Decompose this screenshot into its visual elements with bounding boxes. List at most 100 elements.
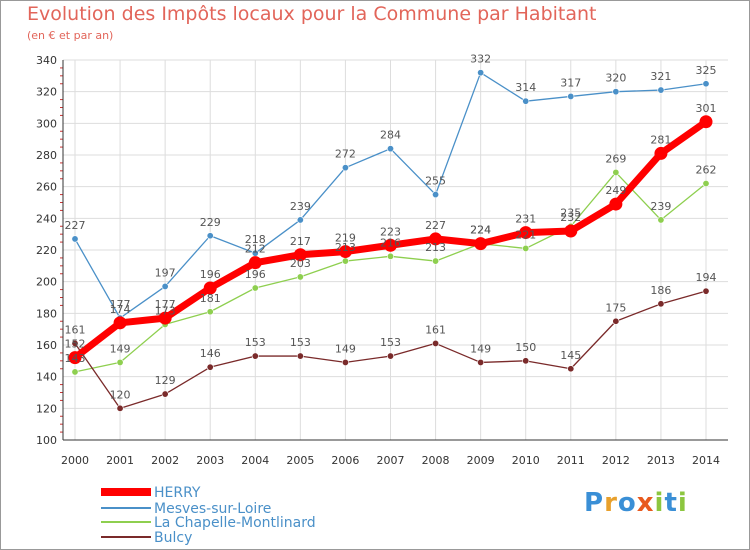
chart-subtitle: (en € et par an) (27, 29, 114, 42)
y-axis-ticks: 100 120 140 160 180 200 220 240 260 280 300 320 340 (36, 54, 57, 447)
data-label: 194 (696, 271, 717, 284)
data-label: 239 (650, 200, 671, 213)
data-label: 149 (470, 342, 491, 355)
data-point (386, 252, 394, 260)
data-label: 227 (65, 219, 86, 232)
data-label: 219 (335, 232, 356, 245)
logo-letter: P (584, 488, 605, 518)
data-point (702, 287, 710, 295)
data-label: 196 (245, 268, 266, 281)
data-point (567, 365, 575, 373)
data-point (386, 145, 394, 153)
data-label: 213 (425, 241, 446, 254)
x-tick-label: 2008 (422, 454, 450, 467)
data-label: 235 (560, 206, 581, 219)
data-point (386, 352, 394, 360)
y-tick-label: 300 (36, 117, 57, 130)
data-label: 255 (425, 175, 446, 188)
data-label: 161 (65, 323, 86, 336)
data-label: 284 (380, 129, 401, 142)
data-point (612, 168, 620, 176)
data-point (206, 363, 214, 371)
data-point (522, 97, 530, 105)
data-label: 232 (560, 211, 581, 224)
data-point (384, 238, 397, 252)
data-label: 174 (110, 303, 131, 316)
logo-letter: i (677, 488, 688, 518)
data-point (206, 232, 214, 240)
data-point (432, 191, 440, 199)
data-label: 217 (290, 235, 311, 248)
x-tick-label: 2004 (241, 454, 269, 467)
data-label: 146 (200, 347, 221, 360)
y-tick-label: 100 (36, 434, 57, 447)
legend-label-2: La Chapelle-Montlinard (154, 515, 316, 531)
data-label: 321 (650, 70, 671, 83)
data-point (71, 235, 79, 243)
data-point (519, 226, 533, 240)
data-point (474, 237, 488, 251)
data-label: 173 (155, 304, 176, 317)
data-label: 320 (605, 72, 626, 85)
data-label: 314 (515, 81, 536, 94)
data-label: 197 (155, 266, 176, 279)
data-point (338, 245, 352, 259)
data-label: 218 (245, 233, 266, 246)
data-point (341, 257, 349, 265)
data-point (477, 358, 485, 366)
series-lines (68, 69, 713, 412)
data-point (206, 308, 214, 316)
data-point (248, 256, 262, 270)
x-tick-label: 2012 (602, 454, 630, 467)
logo-letter: o (617, 488, 637, 518)
data-label: 229 (200, 216, 221, 229)
data-point (657, 300, 665, 308)
data-point (71, 339, 79, 347)
data-point (113, 316, 127, 330)
y-tick-label: 180 (36, 307, 57, 320)
x-tick-label: 2003 (196, 454, 224, 467)
data-label: 249 (605, 184, 626, 197)
y-tick-label: 340 (36, 54, 57, 67)
data-label: 129 (155, 374, 176, 387)
y-tick-label: 260 (36, 181, 57, 194)
proxiti-logo: Proxiti (584, 488, 688, 518)
x-tick-label: 2001 (106, 454, 134, 467)
data-label: 317 (560, 76, 581, 89)
data-point (116, 404, 124, 412)
data-point (161, 390, 169, 398)
x-tick-label: 2010 (512, 454, 540, 467)
data-point (612, 88, 620, 96)
data-point (657, 86, 665, 94)
data-point (296, 216, 304, 224)
data-label: 216 (380, 236, 401, 249)
data-point (699, 115, 713, 129)
data-label: 153 (245, 336, 266, 349)
data-label: 223 (380, 225, 401, 238)
data-point (341, 164, 349, 172)
data-point (609, 197, 623, 211)
data-label: 161 (425, 323, 446, 336)
data-point (429, 232, 443, 246)
data-point (158, 311, 172, 325)
data-point (251, 284, 259, 292)
data-label: 145 (560, 349, 581, 362)
data-label: 153 (380, 336, 401, 349)
x-tick-label: 2006 (331, 454, 359, 467)
logo-letter: x (636, 488, 655, 518)
data-label: 332 (470, 53, 491, 66)
y-tick-label: 140 (36, 371, 57, 384)
legend-label-1: Mesves-sur-Loire (154, 501, 271, 517)
data-point (702, 180, 710, 188)
data-label: 224 (470, 224, 491, 237)
logo-letter: t (664, 488, 678, 518)
data-point (432, 339, 440, 347)
x-tick-label: 2011 (557, 454, 585, 467)
data-label: 262 (696, 164, 717, 177)
legend-label-0: HERRY (154, 485, 201, 501)
data-label: 149 (335, 342, 356, 355)
data-point (654, 146, 668, 160)
data-label: 239 (290, 200, 311, 213)
data-label: 153 (290, 336, 311, 349)
